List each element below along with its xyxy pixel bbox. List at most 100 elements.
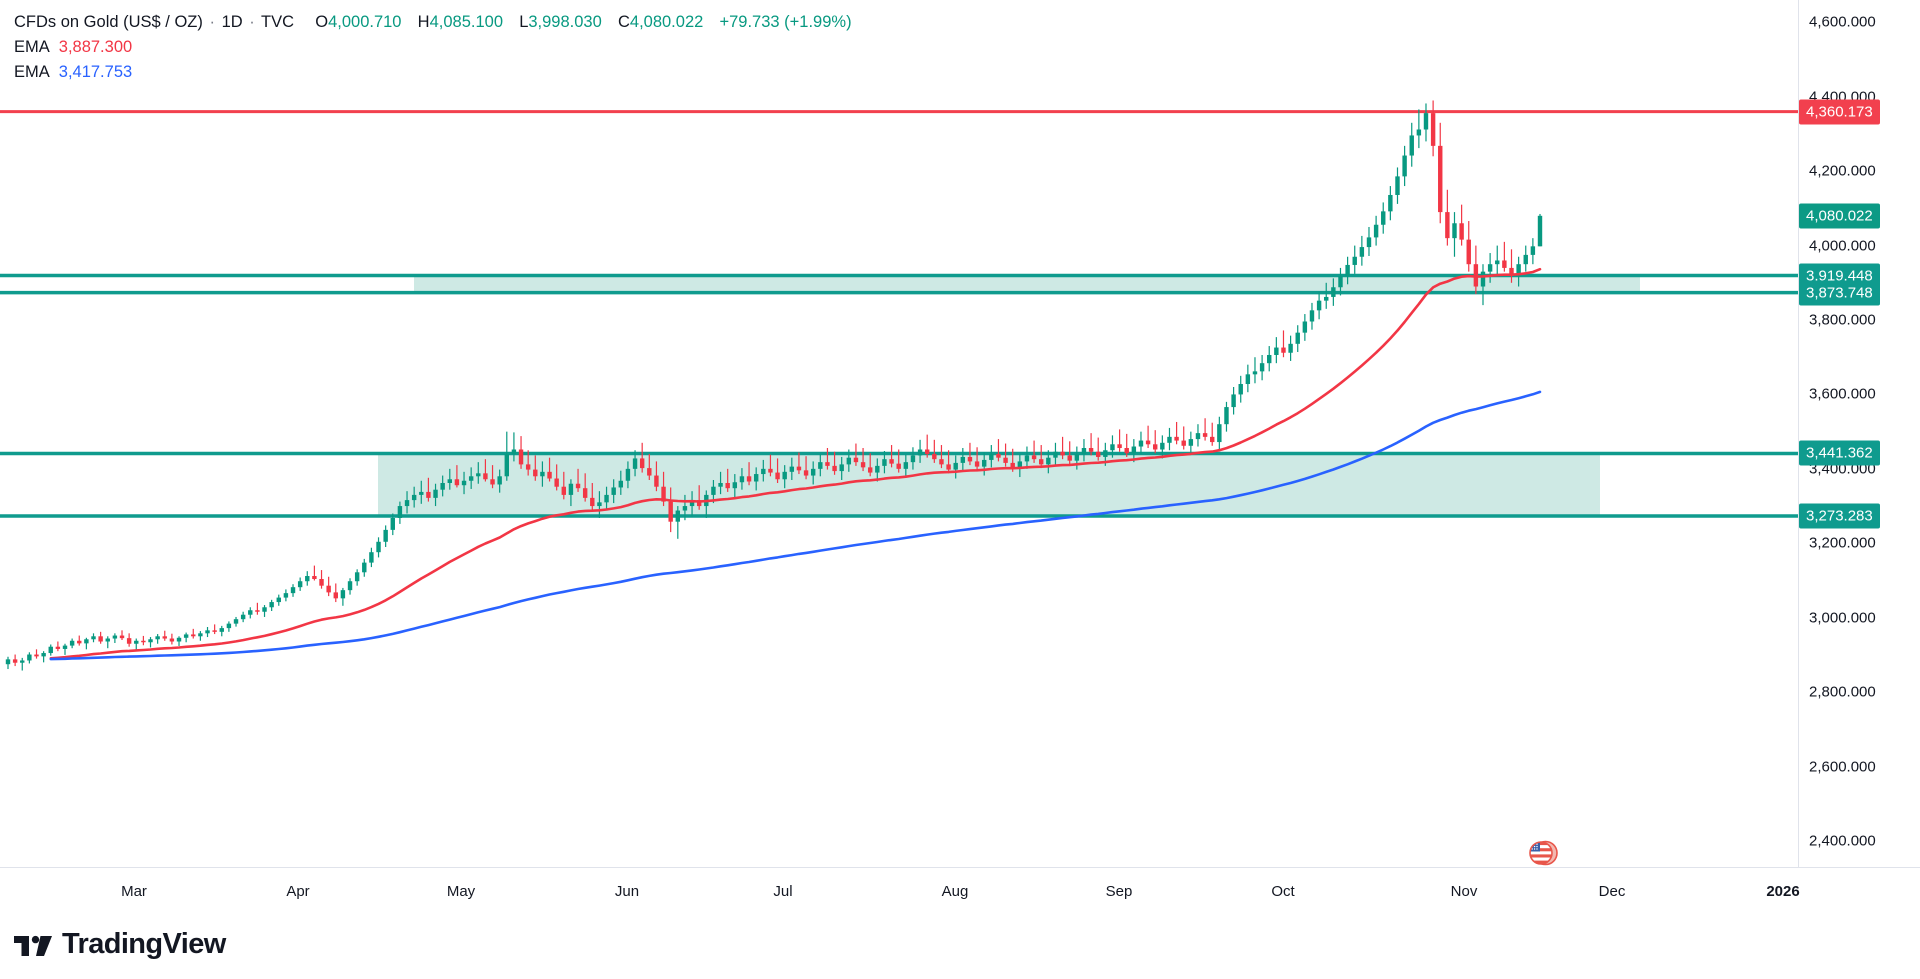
candle-body (1359, 247, 1365, 257)
candle-body (654, 475, 659, 487)
candle-body (1060, 451, 1065, 456)
candle-body (511, 449, 517, 454)
candle-body (340, 590, 346, 599)
us-economic-event-badge[interactable] (1526, 836, 1560, 870)
candle-body (297, 581, 303, 588)
time-tick-label: Nov (1450, 883, 1478, 900)
legend-separator-1: · (209, 13, 215, 31)
candle-body (411, 494, 417, 501)
time-tick-label: May (446, 883, 476, 900)
candle-body (903, 462, 909, 469)
candle-body (597, 502, 602, 507)
price-tick-label: 2,800.000 (1809, 683, 1876, 701)
candle-body (468, 476, 474, 481)
candle-body (1409, 135, 1414, 156)
legend-ema-slow-row[interactable]: EMA 3,417.753 (14, 60, 852, 85)
candle-body (191, 634, 196, 637)
candle-body (917, 449, 923, 456)
candle-body (1145, 440, 1151, 445)
candle-body (1103, 450, 1108, 457)
candle-body (233, 619, 239, 624)
candle-body (932, 453, 937, 460)
candle-body (1445, 212, 1450, 239)
candle-body (960, 456, 966, 463)
candle-body (112, 635, 118, 639)
time-tick-label: Oct (1271, 883, 1295, 900)
candle-body (319, 578, 324, 586)
candle-body (1267, 354, 1272, 364)
support-bottom-price-badge[interactable]: 3,273.283 (1799, 503, 1880, 529)
candle-body (326, 585, 331, 593)
resistance-price-badge[interactable]: 4,360.173 (1799, 99, 1880, 125)
ema-fast-value: 3,887.300 (58, 38, 133, 56)
candle-body (1438, 145, 1443, 213)
candlestick-plot[interactable] (0, 0, 1798, 867)
candle-body (604, 494, 609, 503)
price-badge-connector (1798, 275, 1799, 277)
candle-body (525, 464, 531, 470)
candle-body (547, 471, 552, 479)
candle-body (347, 581, 353, 591)
candle-body (825, 462, 830, 466)
time-tick-label: Dec (1598, 883, 1626, 900)
close-key: C (617, 13, 630, 31)
candle-body (1245, 374, 1251, 385)
candle-body (1003, 457, 1008, 463)
candle-body (48, 646, 53, 654)
candle-body (290, 587, 296, 594)
candle-body (1502, 260, 1507, 268)
zone-bottom-price-badge[interactable]: 3,873.748 (1799, 280, 1880, 306)
candle-body (1067, 455, 1072, 461)
price-tick-label: 4,000.000 (1809, 237, 1876, 255)
tradingview-logo-icon (14, 935, 52, 956)
candle-body (896, 463, 901, 469)
last-price-badge[interactable]: 4,080.022 (1799, 203, 1880, 229)
candle-body (1288, 343, 1293, 353)
candle-body (34, 654, 39, 657)
symbol-name[interactable]: CFDs on Gold (US$ / OZ) (14, 13, 203, 31)
exchange-label[interactable]: TVC (261, 13, 295, 31)
candle-body (996, 453, 1001, 458)
candle-body (882, 459, 887, 466)
candle-series[interactable] (5, 100, 1543, 671)
ema-slow-line[interactable] (49, 390, 1542, 661)
legend-symbol-row[interactable]: CFDs on Gold (US$ / OZ) · 1D · TVC O4,00… (14, 10, 852, 35)
time-scale[interactable]: Mar Apr May Jun Jul Aug Sep Oct Nov Dec 2026 (0, 867, 1920, 920)
candle-body (1131, 446, 1137, 454)
ema-fast-line[interactable] (49, 267, 1542, 660)
candle-body (212, 630, 217, 632)
candle-body (5, 659, 11, 665)
price-scale[interactable]: 4,600.000 4,400.000 4,200.000 4,000.000 3,80… (1798, 0, 1920, 867)
candle-body (554, 478, 559, 487)
candle-body (84, 639, 89, 644)
candle-body (981, 459, 987, 467)
candle-body (369, 552, 374, 563)
candle-body (1452, 223, 1457, 239)
ema-slow-value: 3,417.753 (58, 63, 133, 81)
price-badge-connector (1798, 515, 1799, 517)
candle-body (860, 462, 866, 468)
candle-body (1316, 300, 1322, 311)
candle-body (1487, 264, 1493, 272)
candle-body (383, 529, 388, 542)
legend-ema-fast-row[interactable]: EMA 3,887.300 (14, 35, 852, 60)
price-pane[interactable] (0, 0, 1798, 867)
time-tick-label: Jun (614, 883, 640, 900)
candle-body (639, 458, 645, 469)
candle-body (611, 487, 616, 495)
candle-body (1381, 211, 1386, 225)
support-top-price-badge[interactable]: 3,441.362 (1799, 440, 1880, 466)
candle-body (440, 482, 445, 490)
demand-zone-fill[interactable] (378, 453, 1600, 517)
candle-body (810, 468, 816, 476)
candle-body (647, 468, 652, 476)
candle-body (739, 476, 745, 483)
candle-body (1466, 239, 1471, 265)
candle-body (1138, 440, 1144, 447)
candle-body (725, 482, 730, 489)
candle-body (205, 630, 210, 634)
candle-body (255, 610, 260, 612)
candle-body (618, 480, 624, 488)
candle-body (41, 653, 46, 657)
interval-label[interactable]: 1D (221, 13, 243, 31)
